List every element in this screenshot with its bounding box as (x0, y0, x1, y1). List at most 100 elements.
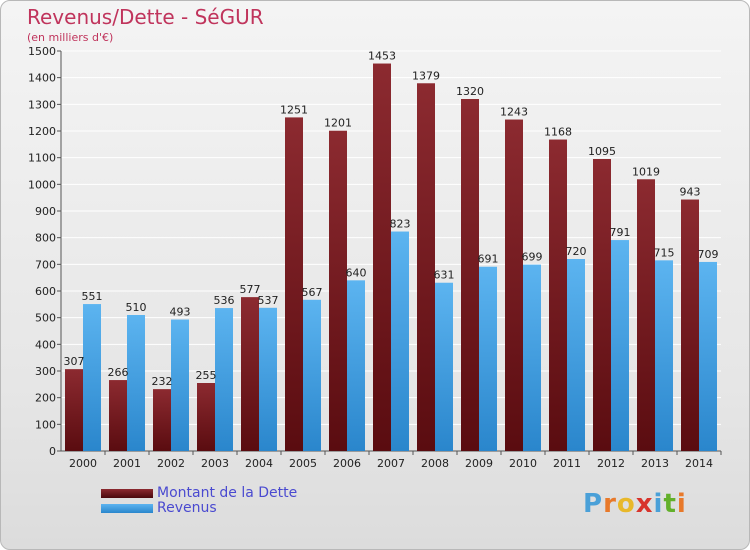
proxiti-logo: Proxiti (583, 489, 687, 519)
revenue-bar (259, 307, 277, 451)
logo-letter: P (583, 489, 604, 519)
logo-letter: i (676, 489, 687, 519)
y-tick-label: 0 (49, 445, 56, 458)
revenue-bar (435, 282, 453, 451)
debt-bar (373, 63, 391, 452)
logo-letter: i (653, 489, 664, 519)
debt-value-label: 1320 (456, 85, 484, 98)
x-tick-label: 2010 (509, 457, 537, 470)
debt-value-label: 1453 (368, 50, 396, 63)
logo-letter: r (603, 489, 617, 519)
logo-letter: x (635, 489, 654, 519)
debt-bar (505, 119, 523, 452)
revenue-value-label: 715 (654, 246, 675, 259)
y-tick-label: 900 (35, 205, 56, 218)
x-tick-label: 2005 (289, 457, 317, 470)
y-tick-label: 300 (35, 365, 56, 378)
logo-letter: t (663, 489, 677, 519)
revenue-bar (171, 319, 189, 451)
revenue-value-label: 791 (610, 226, 631, 239)
revenue-value-label: 536 (214, 294, 235, 307)
x-tick-label: 2002 (157, 457, 185, 470)
x-tick-label: 2001 (113, 457, 141, 470)
x-tick-label: 2013 (641, 457, 669, 470)
debt-bar (637, 179, 655, 451)
debt-bar (241, 297, 259, 451)
y-tick-label: 1000 (28, 178, 56, 191)
y-tick-label: 200 (35, 392, 56, 405)
x-tick-label: 2012 (597, 457, 625, 470)
revenue-value-label: 699 (522, 251, 543, 264)
revenue-bar (347, 280, 365, 451)
debt-bar (153, 389, 171, 451)
debt-value-label: 307 (64, 355, 85, 368)
chart-subtitle: (en milliers d'€) (27, 31, 114, 44)
legend-swatch-debt (101, 489, 153, 498)
debt-value-label: 232 (152, 375, 173, 388)
revenue-value-label: 823 (390, 218, 411, 231)
y-tick-label: 100 (35, 418, 56, 431)
x-tick-label: 2000 (69, 457, 97, 470)
revenue-value-label: 551 (82, 290, 103, 303)
logo-letter: o (616, 489, 636, 519)
debt-value-label: 1251 (280, 103, 308, 116)
y-tick-label: 400 (35, 338, 56, 351)
y-tick-label: 600 (35, 285, 56, 298)
y-tick-label: 1300 (28, 98, 56, 111)
chart-title: Revenus/Dette - SéGUR (27, 5, 264, 29)
revenue-value-label: 567 (302, 286, 323, 299)
revenue-bar (83, 304, 101, 451)
revenue-bar (699, 261, 717, 451)
debt-bar (109, 380, 127, 451)
legend-swatch-revenue (101, 504, 153, 513)
debt-value-label: 255 (196, 369, 217, 382)
debt-value-label: 1201 (324, 117, 352, 130)
revenue-bar (611, 240, 629, 451)
x-tick-label: 2009 (465, 457, 493, 470)
debt-bar (329, 130, 347, 451)
debt-bar (417, 83, 435, 452)
revenue-bar (127, 315, 145, 451)
debt-bar (197, 383, 215, 451)
x-tick-label: 2011 (553, 457, 581, 470)
debt-value-label: 1095 (588, 145, 616, 158)
debt-bar (681, 199, 699, 451)
x-tick-label: 2007 (377, 457, 405, 470)
revenue-bar (391, 231, 409, 451)
revenue-bar (303, 299, 321, 451)
debt-value-label: 943 (680, 186, 701, 199)
revenue-bar (567, 259, 585, 451)
revenue-bar (655, 260, 673, 451)
debt-value-label: 1379 (412, 69, 440, 82)
revenue-value-label: 510 (126, 301, 147, 314)
debt-bar (593, 159, 611, 451)
y-tick-label: 800 (35, 232, 56, 245)
revenue-value-label: 640 (346, 266, 367, 279)
debt-value-label: 266 (108, 366, 129, 379)
x-tick-label: 2014 (685, 457, 713, 470)
y-tick-label: 1100 (28, 152, 56, 165)
revenue-bar (523, 264, 541, 451)
debt-bar (549, 139, 567, 452)
debt-value-label: 577 (240, 283, 261, 296)
legend-label-debt: Montant de la Dette (157, 485, 298, 501)
debt-value-label: 1019 (632, 165, 660, 178)
x-tick-label: 2003 (201, 457, 229, 470)
revenue-value-label: 631 (434, 269, 455, 282)
revenue-value-label: 691 (478, 253, 499, 266)
legend-label-revenue: Revenus (157, 500, 217, 516)
y-tick-label: 500 (35, 312, 56, 325)
revenue-value-label: 709 (698, 248, 719, 261)
y-tick-label: 1400 (28, 72, 56, 85)
y-tick-label: 700 (35, 258, 56, 271)
debt-value-label: 1168 (544, 126, 572, 139)
x-tick-label: 2004 (245, 457, 273, 470)
debt-bar (285, 117, 303, 452)
revenue-bar (215, 308, 233, 451)
revenue-bar (479, 266, 497, 451)
debt-bar (65, 369, 83, 451)
y-tick-label: 1500 (28, 45, 56, 58)
revenue-value-label: 720 (566, 245, 587, 258)
